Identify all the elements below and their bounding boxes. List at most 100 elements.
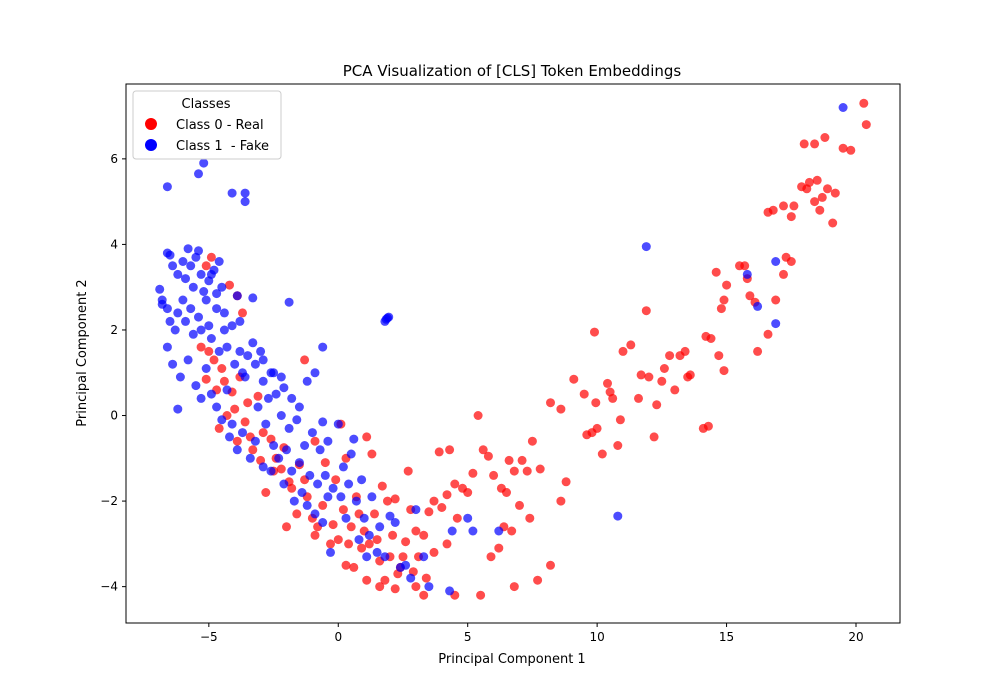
point-class-0 xyxy=(507,526,517,536)
point-class-0 xyxy=(328,520,338,530)
point-class-0 xyxy=(390,494,400,504)
point-class-1 xyxy=(245,453,255,463)
point-class-0 xyxy=(569,374,579,384)
point-class-0 xyxy=(196,342,206,352)
point-class-0 xyxy=(517,455,527,465)
point-class-1 xyxy=(266,466,276,476)
x-tick-label: 15 xyxy=(719,630,734,644)
point-class-1 xyxy=(165,250,175,260)
point-class-0 xyxy=(375,582,385,592)
point-class-0 xyxy=(828,218,838,228)
y-tick-label: −2 xyxy=(100,494,118,508)
point-class-0 xyxy=(282,522,291,532)
point-class-1 xyxy=(294,402,304,412)
point-class-1 xyxy=(204,321,214,331)
point-class-1 xyxy=(838,103,848,112)
point-class-0 xyxy=(722,280,732,290)
point-class-1 xyxy=(305,470,315,480)
x-tick-label: 20 xyxy=(848,630,863,644)
point-class-0 xyxy=(649,432,659,442)
point-class-0 xyxy=(476,590,486,600)
point-class-1 xyxy=(349,434,359,444)
point-class-0 xyxy=(522,466,532,476)
point-class-1 xyxy=(318,417,328,427)
point-class-1 xyxy=(222,385,232,395)
point-class-0 xyxy=(846,145,856,155)
point-class-1 xyxy=(494,526,504,536)
point-class-1 xyxy=(318,342,328,352)
point-class-1 xyxy=(279,383,289,393)
point-class-0 xyxy=(797,182,807,192)
point-class-1 xyxy=(364,530,374,540)
y-tick-label: −4 xyxy=(100,580,118,594)
point-class-1 xyxy=(232,445,242,455)
point-class-1 xyxy=(183,244,193,254)
point-class-0 xyxy=(390,584,400,594)
point-class-1 xyxy=(256,346,266,356)
point-class-0 xyxy=(579,389,589,399)
point-class-0 xyxy=(799,139,809,149)
y-tick-label: 6 xyxy=(110,152,118,166)
point-class-0 xyxy=(615,415,625,425)
point-class-0 xyxy=(590,327,599,337)
point-class-1 xyxy=(168,359,178,369)
point-class-0 xyxy=(230,404,240,414)
point-class-0 xyxy=(515,500,524,510)
point-class-0 xyxy=(838,143,848,153)
point-class-0 xyxy=(820,133,830,142)
point-class-1 xyxy=(217,415,227,425)
point-class-1 xyxy=(310,368,320,378)
point-class-1 xyxy=(292,415,302,425)
point-class-0 xyxy=(248,445,258,455)
point-class-0 xyxy=(698,423,708,433)
point-class-0 xyxy=(411,582,421,592)
point-class-1 xyxy=(771,257,781,266)
point-class-0 xyxy=(613,441,623,450)
point-class-1 xyxy=(217,282,227,292)
point-class-0 xyxy=(452,513,462,523)
y-tick-label: 0 xyxy=(110,409,118,423)
point-class-0 xyxy=(238,308,247,318)
point-class-1 xyxy=(323,492,333,502)
point-class-1 xyxy=(186,261,196,271)
point-class-0 xyxy=(830,188,840,198)
point-class-1 xyxy=(201,364,211,373)
point-class-1 xyxy=(206,334,216,343)
point-class-0 xyxy=(771,295,781,305)
point-class-1 xyxy=(424,582,434,592)
point-class-1 xyxy=(362,552,372,562)
point-class-1 xyxy=(173,308,183,318)
point-class-1 xyxy=(344,479,354,489)
x-tick-label: 10 xyxy=(589,630,604,644)
point-class-0 xyxy=(527,436,537,446)
point-class-0 xyxy=(276,464,286,474)
plot-frame xyxy=(125,83,901,624)
legend-label-class-1: Class 1 - Fake xyxy=(176,139,269,154)
point-class-1 xyxy=(359,513,369,523)
point-class-0 xyxy=(823,184,832,194)
point-class-1 xyxy=(240,197,250,207)
point-class-1 xyxy=(196,269,206,279)
legend-title: Classes xyxy=(182,97,231,112)
point-class-1 xyxy=(196,325,206,335)
point-class-1 xyxy=(162,342,172,352)
point-class-0 xyxy=(719,295,729,305)
point-class-1 xyxy=(168,261,178,271)
point-class-1 xyxy=(351,496,361,506)
point-class-1 xyxy=(253,402,263,412)
point-class-0 xyxy=(217,364,227,373)
point-class-1 xyxy=(294,458,304,468)
point-class-0 xyxy=(310,436,320,446)
point-class-1 xyxy=(328,483,338,493)
point-class-1 xyxy=(181,274,190,284)
point-class-1 xyxy=(178,295,188,305)
point-class-1 xyxy=(390,518,400,527)
point-class-0 xyxy=(372,535,382,545)
point-class-1 xyxy=(406,573,416,583)
point-class-1 xyxy=(313,479,323,489)
point-class-0 xyxy=(383,496,392,506)
point-class-0 xyxy=(779,201,788,211)
point-class-1 xyxy=(320,470,330,480)
point-class-1 xyxy=(276,372,286,382)
point-class-0 xyxy=(403,466,413,476)
